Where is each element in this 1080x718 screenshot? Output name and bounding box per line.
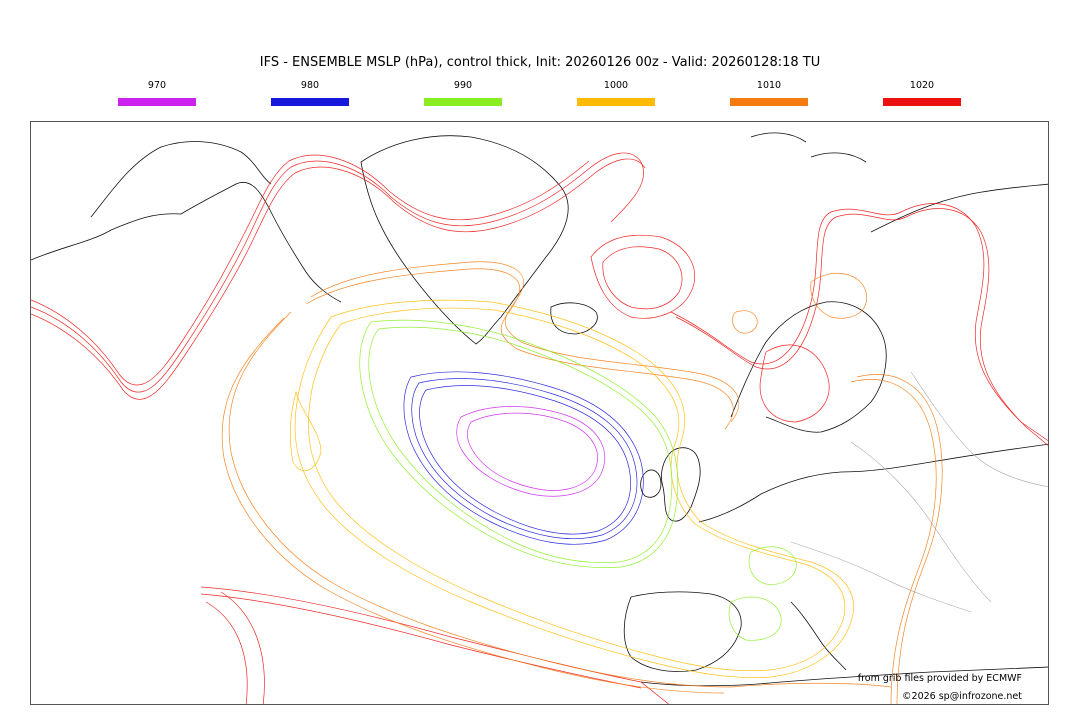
coastline-iberia <box>623 591 742 672</box>
isobars-980 <box>403 371 644 545</box>
coastline-europe <box>698 443 1048 523</box>
isobars-1000 <box>289 299 854 678</box>
legend-label: 970 <box>147 80 167 91</box>
coastline-greenland <box>360 135 569 345</box>
map-canvas <box>31 132 1048 704</box>
coastline-baffin <box>90 141 272 218</box>
copyright-credit: ©2026 sp@infrozone.net <box>902 691 1022 702</box>
legend-item-1010: 1010 <box>730 80 808 106</box>
coastline-italy <box>790 601 847 671</box>
legend-item-1020: 1020 <box>883 80 961 106</box>
coastline-mediterranean <box>640 666 1048 687</box>
legend-item-1000: 1000 <box>577 80 655 106</box>
legend-label: 1000 <box>603 80 629 91</box>
coastlines <box>31 132 1048 687</box>
isobars-1020 <box>31 152 1048 704</box>
legend-label: 990 <box>453 80 473 91</box>
legend-swatch <box>577 98 655 106</box>
legend-label: 980 <box>300 80 320 91</box>
legend-label: 1020 <box>909 80 935 91</box>
legend-item-990: 990 <box>424 80 502 106</box>
map-title: IFS - ENSEMBLE MSLP (hPa), control thick… <box>259 55 821 70</box>
legend-swatch <box>118 98 196 106</box>
source-credit: from grib files provided by ECMWF <box>857 673 1022 684</box>
legend-swatch <box>271 98 349 106</box>
legend-swatch <box>730 98 808 106</box>
coastline-ireland <box>640 469 662 498</box>
legend-item-980: 980 <box>271 80 349 106</box>
isobars-990 <box>359 319 797 641</box>
isobars-1010 <box>221 261 943 704</box>
isobars-970 <box>456 406 605 497</box>
coastline-uk <box>661 447 701 522</box>
ensemble-mslp-map <box>30 121 1049 705</box>
coastline-canada <box>31 181 342 303</box>
legend-label: 1010 <box>756 80 782 91</box>
isobar-legend: 970 980 990 1000 1010 1020 <box>0 80 1080 114</box>
coastline-arctic-islands <box>750 132 867 163</box>
country-borders <box>790 371 1048 613</box>
legend-swatch <box>424 98 502 106</box>
coastline-iceland <box>550 302 598 335</box>
coastline-scandinavia <box>730 301 887 433</box>
coastline-russia-north <box>870 183 1048 233</box>
legend-item-970: 970 <box>118 80 196 106</box>
legend-swatch <box>883 98 961 106</box>
